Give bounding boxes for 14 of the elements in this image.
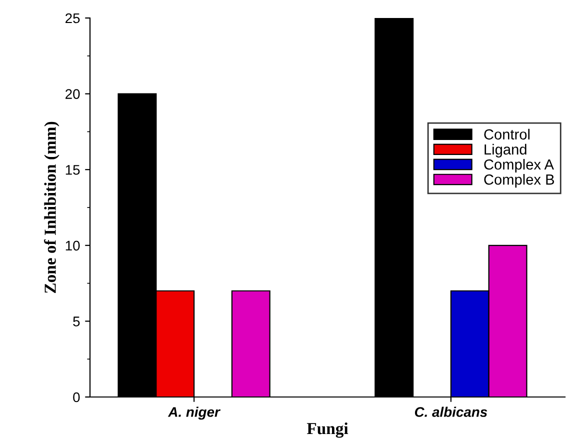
y-tick-label: 10	[66, 240, 80, 251]
y-tick-label: 25	[66, 13, 80, 24]
y-tick-label: 0	[73, 392, 80, 402]
y-axis-title: Zone of Inhibition (mm)	[44, 122, 60, 294]
x-axis-title: Fungi	[306, 422, 348, 438]
y-tick-label: 15	[66, 165, 80, 175]
y-tick-label: 5	[73, 316, 80, 326]
y-tick-label: 20	[66, 89, 80, 99]
legend-label: Control	[484, 128, 530, 140]
legend-label: Complex B	[484, 174, 554, 188]
x-tick-label: A. niger	[168, 406, 221, 420]
legend-label: Ligand	[484, 144, 526, 158]
legend-label: Complex A	[484, 158, 554, 173]
x-tick-label: C. albicans	[414, 406, 488, 417]
